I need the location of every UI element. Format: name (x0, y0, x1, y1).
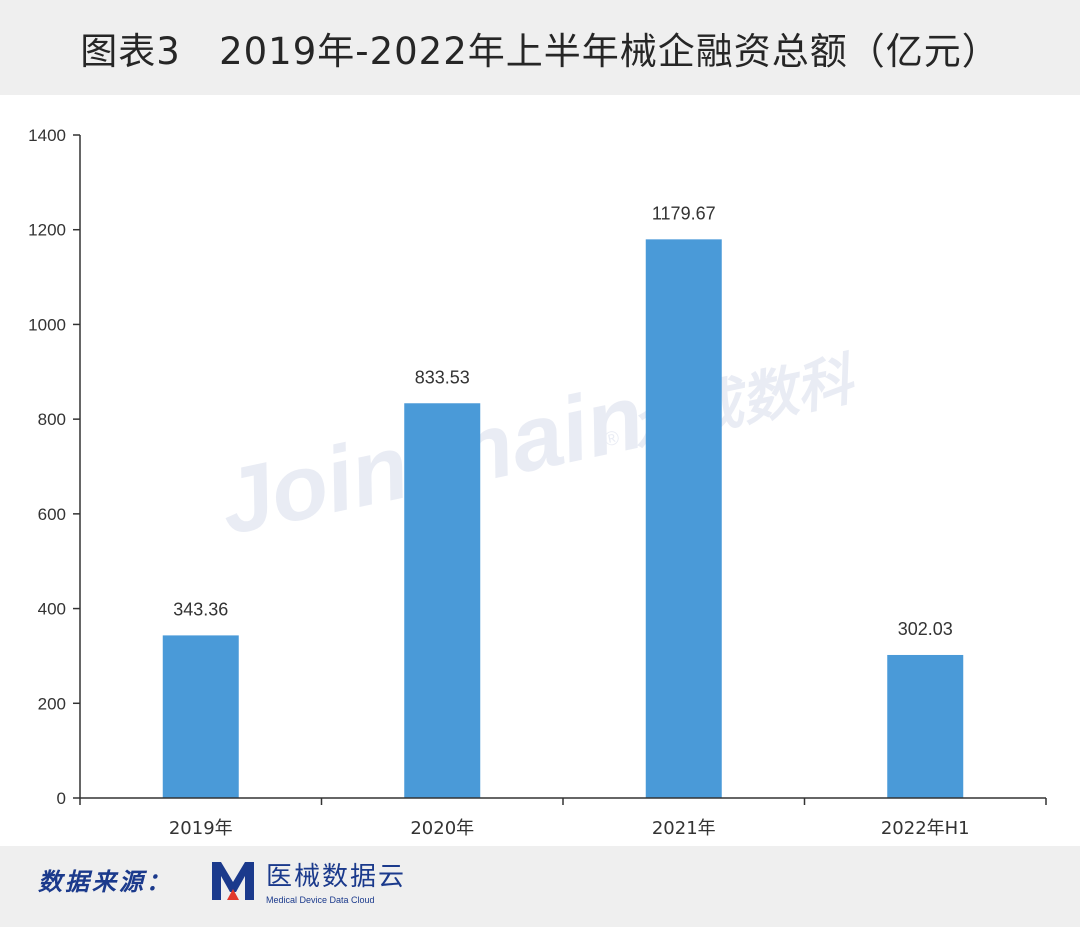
x-tick-label: 2021年 (652, 818, 716, 839)
bar-chart: Joinchain ® 众成数科 343.36 833.53 1179.67 302.… (28, 126, 1047, 839)
axes-group: 0 200 400 600 800 1000 1200 1400 2019年 2020年 2021年… (28, 126, 1047, 839)
y-tick-label: 1000 (28, 315, 66, 334)
y-tick-label: 200 (38, 694, 66, 713)
value-labels-group: 343.36 833.53 1179.67 302.03 (173, 203, 953, 639)
bar (645, 239, 722, 799)
y-tick-label: 0 (57, 789, 66, 808)
bar-value-label: 1179.67 (652, 203, 716, 223)
y-tick-label: 1200 (28, 221, 66, 240)
x-tick-label: 2019年 (169, 818, 233, 839)
watermark-reg: ® (602, 427, 621, 452)
x-tick-label: 2022年H1 (881, 818, 970, 839)
bars-group (162, 239, 964, 799)
source-label: 数据来源： (38, 868, 173, 896)
bar-value-label: 302.03 (898, 619, 953, 639)
bar (162, 635, 239, 798)
bar-value-label: 343.36 (173, 599, 228, 619)
brand-subtitle: Medical Device Data Cloud (266, 895, 375, 905)
bar-value-label: 833.53 (415, 367, 470, 387)
watermark: Joinchain ® 众成数科 (211, 347, 862, 555)
y-tick-label: 600 (38, 505, 66, 524)
bar (404, 403, 481, 798)
x-tick-label: 2020年 (410, 818, 474, 839)
y-tick-label: 800 (38, 410, 66, 429)
header-bar: 图表3 2019年-2022年上半年械企融资总额（亿元） (0, 0, 1080, 95)
footer-bar: 数据来源： 医械数据云 Medical Device Data Cloud (0, 846, 1080, 927)
y-tick-label: 400 (38, 600, 66, 619)
y-tick-label: 1400 (28, 126, 66, 145)
brand-logo-icon (212, 862, 254, 900)
brand-name: 医械数据云 (266, 862, 407, 892)
bar (887, 654, 964, 798)
chart-title: 图表3 2019年-2022年上半年械企融资总额（亿元） (80, 29, 1000, 73)
